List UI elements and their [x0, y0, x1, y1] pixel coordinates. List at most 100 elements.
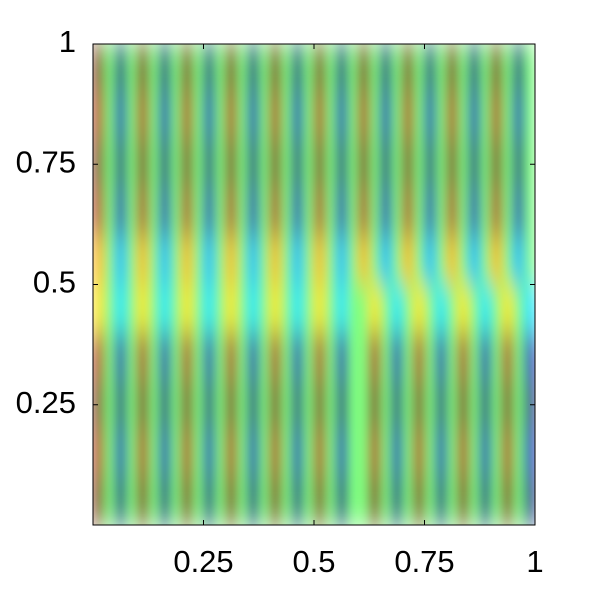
heatmap-cell: [247, 44, 260, 93]
heatmap-cell: [236, 188, 249, 237]
heatmap-cell: [280, 476, 293, 525]
heatmap-cell: [192, 236, 204, 285]
heatmap-cell: [413, 284, 425, 334]
heatmap-cell: [325, 44, 337, 93]
heatmap-cell: [490, 476, 503, 525]
heatmap-cell: [203, 332, 216, 382]
heatmap-cell: [280, 284, 293, 334]
heatmap-cell: [170, 188, 182, 237]
heatmap-cell: [148, 236, 160, 285]
heatmap-cell: [369, 284, 381, 334]
heatmap-cell: [115, 188, 127, 237]
heatmap-cell: [302, 188, 315, 237]
heatmap-cell: [269, 332, 282, 382]
heatmap-cell: [93, 236, 105, 285]
heatmap-cell: [236, 140, 249, 189]
heatmap-cell: [93, 476, 105, 525]
heatmap-cell: [258, 428, 271, 478]
heatmap-cell: [291, 476, 304, 525]
heatmap-cell: [203, 92, 216, 141]
heatmap-cell: [104, 188, 116, 237]
heatmap-cell: [435, 284, 448, 334]
heatmap-cell: [336, 236, 348, 285]
heatmap-cell: [446, 428, 459, 478]
heatmap-cell: [236, 476, 249, 525]
heatmap-cell: [126, 476, 138, 525]
heatmap-cell: [236, 428, 249, 478]
heatmap-cell: [159, 332, 171, 382]
heatmap-cell: [181, 140, 193, 189]
heatmap-cell: [225, 188, 238, 237]
heatmap-cell: [159, 380, 171, 430]
heatmap-cell: [402, 380, 414, 430]
heatmap-cell: [291, 140, 304, 189]
heatmap-cell: [336, 284, 348, 334]
heatmap-cell: [203, 188, 216, 237]
heatmap-cell: [490, 188, 503, 237]
heatmap-cell: [236, 380, 249, 430]
heatmap-cell: [446, 236, 459, 285]
heatmap-cell: [391, 44, 403, 93]
heatmap-cell: [523, 236, 535, 285]
heatmap-cell: [490, 92, 503, 141]
heatmap-cell: [247, 284, 260, 334]
heatmap-cell: [424, 44, 437, 93]
heatmap-cell: [214, 428, 227, 478]
heatmap-cell: [137, 92, 149, 141]
heatmap-cell: [126, 140, 138, 189]
heatmap-cell: [325, 380, 337, 430]
heatmap-cell: [402, 140, 414, 189]
heatmap-cell: [336, 188, 348, 237]
heatmap-cell: [137, 284, 149, 334]
heatmap-cell: [501, 428, 514, 478]
heatmap-cell: [236, 236, 249, 285]
heatmap-cell: [314, 140, 326, 189]
plot-frame: [92, 43, 536, 526]
heatmap-cell: [446, 188, 459, 237]
heatmap-cell: [291, 284, 304, 334]
heatmap-cell: [181, 44, 193, 93]
heatmap-cell: [314, 380, 326, 430]
heatmap-cell: [413, 332, 425, 382]
heatmap-cell: [181, 188, 193, 237]
heatmap-cell: [435, 476, 448, 525]
heatmap-cell: [512, 188, 525, 237]
heatmap-cell: [512, 428, 525, 478]
heatmap-cell: [501, 92, 514, 141]
heatmap-cell: [291, 92, 304, 141]
heatmap-cell: [424, 380, 437, 430]
heatmap-cell: [336, 380, 348, 430]
heatmap-cell: [214, 332, 227, 382]
heatmap-cell: [457, 188, 470, 237]
heatmap-cell: [380, 332, 392, 382]
heatmap-cell: [413, 428, 425, 478]
heatmap-cell: [380, 284, 392, 334]
heatmap-cell: [159, 284, 171, 334]
heatmap-cell: [314, 476, 326, 525]
heatmap-cell: [347, 380, 359, 430]
heatmap-cell: [302, 380, 315, 430]
y-tick-label: 0.75: [16, 144, 76, 179]
heatmap-cell: [424, 284, 437, 334]
heatmap-cell: [159, 236, 171, 285]
heatmap-cell: [93, 428, 105, 478]
heatmap-cell: [93, 92, 105, 141]
heatmap-cell: [435, 236, 448, 285]
heatmap-cell: [369, 380, 381, 430]
heatmap-cell: [391, 476, 403, 525]
heatmap-cell: [424, 92, 437, 141]
heatmap-cell: [369, 44, 381, 93]
heatmap-cell: [192, 332, 204, 382]
heatmap-cell: [479, 476, 492, 525]
heatmap-cell: [512, 332, 525, 382]
heatmap-cell: [402, 428, 414, 478]
heatmap-cell: [148, 332, 160, 382]
heatmap-cell: [325, 92, 337, 141]
heatmap-cell: [457, 428, 470, 478]
heatmap-cell: [258, 188, 271, 237]
heatmap-cell: [258, 476, 271, 525]
heatmap-cell: [347, 284, 359, 334]
heatmap-cell: [325, 140, 337, 189]
heatmap-cell: [170, 92, 182, 141]
heatmap-cell: [490, 236, 503, 285]
